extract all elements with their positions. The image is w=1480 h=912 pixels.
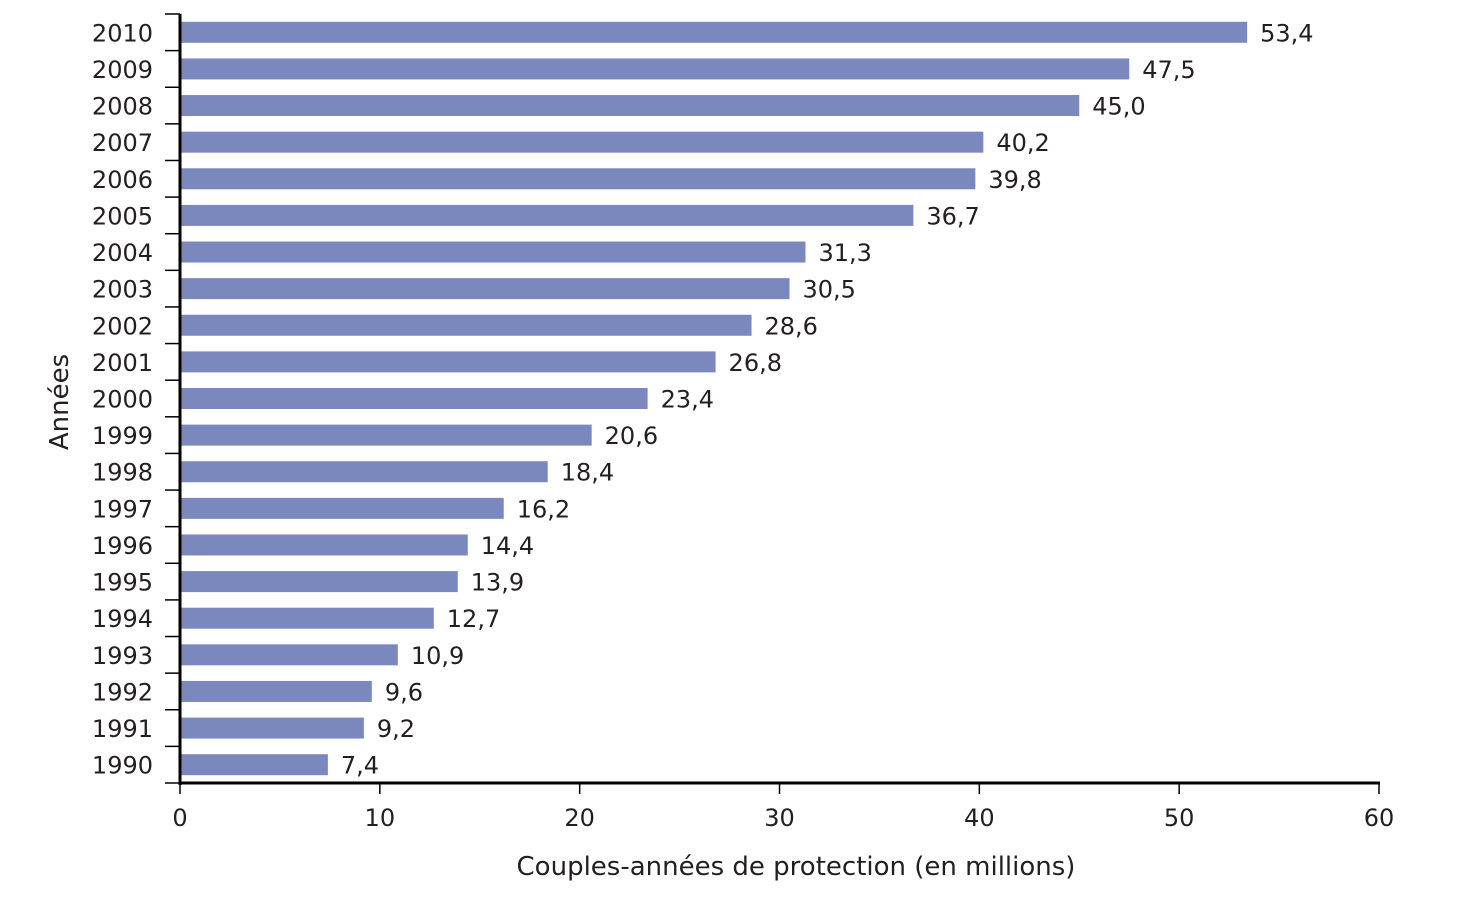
y-tick-label: 1997 [92, 495, 153, 523]
bar [180, 534, 468, 556]
bar [180, 461, 548, 483]
bar [180, 424, 592, 446]
bar [180, 754, 328, 776]
y-tick-label: 2003 [92, 276, 153, 304]
y-tick-label: 1991 [92, 715, 153, 743]
bar [180, 717, 364, 739]
bar [180, 204, 914, 226]
y-tick-label: 2008 [92, 93, 153, 121]
data-label: 53,4 [1260, 19, 1313, 47]
y-axis-label: Années [45, 354, 75, 450]
data-label: 16,2 [517, 495, 570, 523]
bar [180, 497, 504, 519]
y-tick-label: 1992 [92, 678, 153, 706]
data-label: 26,8 [729, 349, 782, 377]
bar [180, 571, 458, 593]
bar [180, 21, 1248, 43]
data-label: 7,4 [341, 752, 379, 780]
x-tick-label: 50 [1164, 804, 1195, 832]
y-tick-label: 1990 [92, 752, 153, 780]
data-label: 9,2 [377, 715, 415, 743]
data-label: 39,8 [988, 166, 1041, 194]
y-tick-label: 2000 [92, 386, 153, 414]
y-tick-label: 1996 [92, 532, 153, 560]
data-label: 9,6 [385, 678, 423, 706]
data-label: 47,5 [1142, 56, 1195, 84]
data-label: 14,4 [481, 532, 534, 560]
x-tick-label: 40 [964, 804, 995, 832]
bar [180, 607, 434, 629]
x-tick-label: 60 [1364, 804, 1395, 832]
data-label: 36,7 [926, 202, 979, 230]
bar [180, 680, 372, 702]
y-tick-label: 2005 [92, 202, 153, 230]
y-tick-label: 2006 [92, 166, 153, 194]
data-label: 45,0 [1092, 93, 1145, 121]
data-label: 10,9 [411, 642, 464, 670]
data-label: 20,6 [605, 422, 658, 450]
bar [180, 278, 790, 300]
bar [180, 388, 648, 409]
bar [180, 314, 752, 336]
y-tick-label: 2009 [92, 56, 153, 84]
x-tick-label: 10 [365, 804, 396, 832]
bar [180, 95, 1080, 117]
data-label: 40,2 [996, 129, 1049, 157]
bar [180, 644, 398, 666]
y-tick-label: 2002 [92, 312, 153, 340]
bar [180, 168, 976, 190]
y-tick-label: 2004 [92, 239, 153, 267]
y-tick-label: 2010 [92, 19, 153, 47]
y-tick-label: 1994 [92, 605, 153, 633]
y-tick-label: 2001 [92, 349, 153, 377]
x-tick-label: 30 [764, 804, 795, 832]
data-label: 12,7 [447, 605, 500, 633]
data-label: 13,9 [471, 569, 524, 597]
x-tick-label: 20 [564, 804, 595, 832]
y-tick-label: 2007 [92, 129, 153, 157]
data-label: 30,5 [802, 276, 855, 304]
data-label: 18,4 [561, 459, 614, 487]
bar [180, 131, 984, 153]
data-label: 28,6 [765, 312, 818, 340]
y-tick-label: 1998 [92, 459, 153, 487]
y-tick-label: 1993 [92, 642, 153, 670]
x-tick-label: 0 [172, 804, 187, 832]
bar [180, 58, 1130, 80]
data-label: 31,3 [818, 239, 871, 267]
y-tick-label: 1995 [92, 569, 153, 597]
y-tick-label: 1999 [92, 422, 153, 450]
bar [180, 241, 806, 263]
x-axis-label: Couples-années de protection (en million… [517, 852, 1076, 882]
data-label: 23,4 [661, 386, 714, 414]
bar [180, 351, 716, 373]
